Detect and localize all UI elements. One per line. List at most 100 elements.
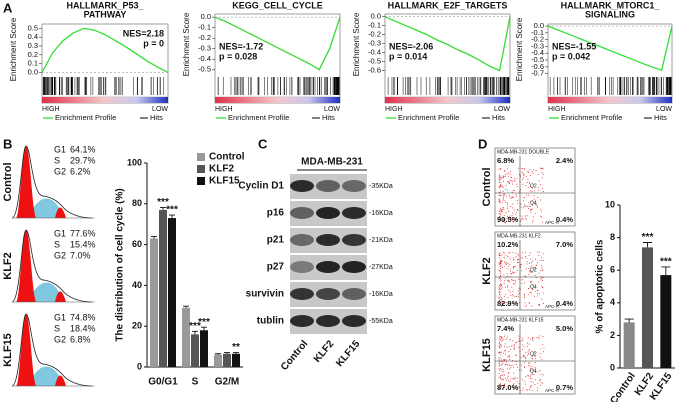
gradient-low: LOW: [324, 106, 340, 113]
flow-dot: [511, 215, 513, 217]
flow-dot: [510, 272, 512, 274]
flow-dot: [517, 202, 519, 204]
flow-dot: [506, 275, 508, 277]
flow-dot: [500, 177, 501, 179]
flow-dot: [505, 338, 507, 340]
flow-dot: [517, 167, 519, 169]
flow-dot: [534, 384, 536, 386]
flow-dot: [498, 351, 500, 353]
flow-dot: [504, 262, 506, 264]
flow-dot: [516, 195, 517, 197]
flow-dot: [522, 337, 523, 339]
y-axis-label: Enrichment Score: [352, 12, 361, 76]
flow-dot: [507, 356, 509, 358]
phase-value: 77.6%: [70, 228, 96, 238]
flow-dot: [502, 217, 504, 219]
flow-dot: [527, 389, 529, 391]
flow-dot: [535, 290, 537, 292]
flow-dot: [511, 218, 513, 220]
flow-dot: [498, 253, 500, 255]
flow-dot: [521, 257, 523, 259]
flow-dot: [503, 371, 505, 373]
flow-dot: [515, 364, 517, 365]
flow-dot: [504, 222, 506, 224]
flow-dot: [538, 272, 540, 274]
flow-dot: [504, 295, 506, 297]
flow-dot: [530, 211, 532, 213]
flow-dot: [522, 339, 524, 341]
flow-dot: [517, 296, 519, 298]
flow-dot: [530, 338, 532, 340]
flow-dot: [516, 261, 518, 263]
protein-name: p21: [267, 235, 285, 246]
flow-dot: [511, 279, 512, 281]
flow-dot: [503, 215, 505, 216]
blot-band: [290, 234, 314, 246]
flow-dot: [542, 191, 544, 192]
flow-dot: [538, 255, 540, 256]
flow-dot: [529, 266, 531, 268]
flow-dot: [502, 379, 504, 381]
flow-dot: [499, 186, 501, 188]
flow-dot: [524, 215, 526, 217]
flow-dot: [517, 340, 519, 342]
flow-dot: [526, 194, 528, 196]
significance: ***: [157, 197, 169, 208]
flow-dot: [517, 293, 519, 295]
quadrant-name: Q4: [530, 284, 537, 290]
y-tick-label: 0.3: [28, 41, 38, 50]
enrichment-curve: [547, 25, 673, 72]
flow-dot: [525, 376, 526, 378]
flow-dot: [512, 257, 514, 259]
nes-annotation: p = 0.014: [389, 51, 427, 61]
y-tick-label: -0.2: [368, 30, 381, 39]
flow-x-axis: APC-A: [545, 304, 559, 309]
bar: [214, 354, 222, 367]
flow-dot: [499, 176, 501, 178]
flow-dot: [509, 281, 510, 283]
flow-dot: [522, 207, 524, 209]
flow-dot: [534, 198, 535, 200]
flow-dot: [512, 295, 514, 297]
flow-dot: [533, 351, 535, 353]
y-tick-label: 0: [610, 362, 615, 372]
flow-dot: [542, 336, 544, 337]
flow-dot: [498, 186, 500, 188]
flow-dot: [542, 187, 543, 189]
flow-dot: [505, 277, 507, 279]
flow-dot: [517, 209, 519, 211]
error-bar: [215, 353, 221, 355]
flow-dot: [531, 373, 533, 375]
y-tick-label: -0.3: [198, 44, 211, 53]
y-tick-label: 10: [605, 199, 615, 209]
flow-dot: [513, 343, 515, 345]
flow-dot: [522, 178, 524, 180]
flow-dot: [514, 180, 516, 182]
enrichment-curve: [214, 16, 341, 71]
flow-dot: [542, 303, 544, 304]
significance: ***: [198, 317, 210, 328]
y-tick-label: 0.0: [201, 12, 211, 21]
flow-dot: [535, 371, 537, 373]
flow-dot: [523, 293, 525, 295]
flow-dot: [530, 280, 532, 282]
quadrant-percent: 87.0%: [497, 383, 519, 392]
flow-dot: [541, 260, 543, 262]
flow-dot: [509, 173, 511, 175]
flow-dot: [506, 206, 508, 208]
flow-dot: [529, 370, 531, 372]
flow-dot: [502, 219, 504, 221]
flow-dot: [502, 181, 504, 182]
flow-dot: [542, 269, 544, 271]
flow-dot: [500, 378, 501, 380]
flow-dot: [514, 377, 516, 379]
flow-dot: [512, 271, 513, 273]
quadrant-percent: 6.8%: [497, 156, 514, 165]
flow-dot: [499, 299, 500, 301]
flow-dot: [534, 356, 536, 357]
flow-dot: [512, 272, 514, 274]
flow-dot: [523, 294, 525, 296]
nes-annotation: NES=2.18: [123, 28, 164, 38]
y-tick-label: 20: [132, 321, 142, 331]
flow-header: MDA-MB-231 DOUBLE: [497, 149, 550, 155]
